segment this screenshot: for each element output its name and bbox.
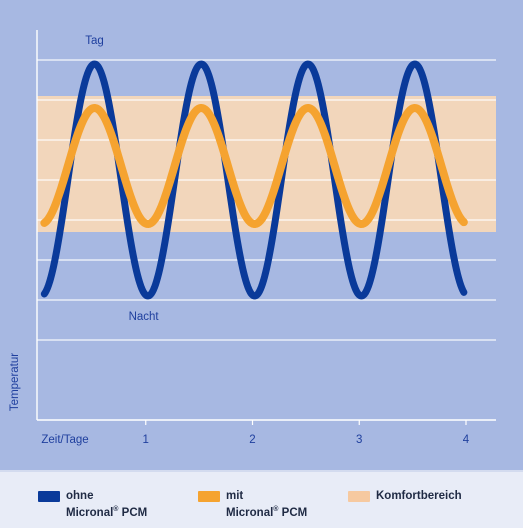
legend-swatch-komfortbereich — [348, 491, 370, 502]
legend: ohne Micronal® PCM mit Micronal® PCM Kom… — [0, 470, 523, 528]
legend-label-mit-pcm: mit Micronal® PCM — [226, 489, 307, 520]
legend-label-ohne-pcm: ohne Micronal® PCM — [66, 489, 147, 520]
legend-label-komfortbereich: Komfortbereich — [376, 490, 462, 502]
annotation-nacht: Nacht — [129, 311, 160, 323]
x-tick-label-0: Zeit/Tage — [41, 434, 88, 446]
legend-swatch-ohne-pcm — [38, 491, 60, 502]
plot-panel: Zeit/Tage 1 2 3 4 Temperatur Tag Nacht — [0, 0, 523, 470]
series-line-mit-pcm — [40, 104, 468, 228]
legend-item-ohne-pcm: ohne Micronal® PCM — [38, 489, 147, 520]
x-tick-label-1: 1 — [143, 434, 149, 446]
legend-swatch-mit-pcm — [198, 491, 220, 502]
chart-svg: Zeit/Tage 1 2 3 4 Temperatur Tag Nacht — [9, 30, 496, 446]
x-tick-label-2: 2 — [249, 434, 255, 446]
legend-item-komfortbereich: Komfortbereich — [348, 489, 462, 503]
legend-label-mit-pcm-line1: mit — [226, 490, 244, 502]
legend-label-mit-pcm-line2: Micronal® PCM — [226, 506, 308, 519]
x-tick-label-3: 3 — [356, 434, 362, 446]
y-axis-label: Temperatur — [9, 353, 21, 411]
x-tick-label-4: 4 — [463, 434, 470, 446]
legend-label-ohne-pcm-line2: Micronal® PCM — [66, 506, 148, 519]
annotation-tag: Tag — [85, 35, 104, 47]
legend-label-ohne-pcm-line1: ohne — [66, 490, 94, 502]
legend-item-mit-pcm: mit Micronal® PCM — [198, 489, 307, 520]
